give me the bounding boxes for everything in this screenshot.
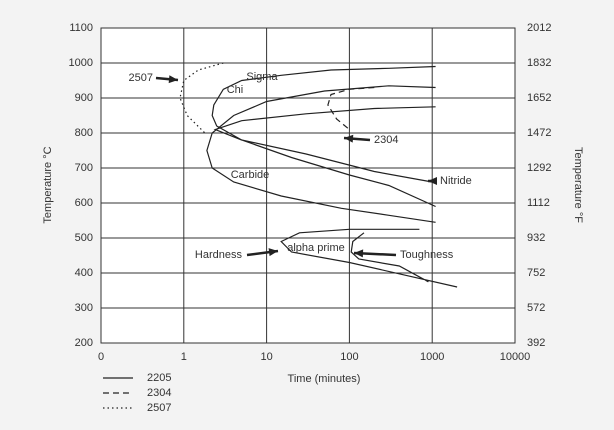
y-tick-label: 500	[75, 232, 93, 244]
curve	[206, 65, 458, 288]
y2-tick-label: 1112	[527, 197, 550, 209]
curve	[327, 86, 375, 130]
y-tick-label: 400	[75, 267, 93, 279]
y2-tick-label: 1292	[527, 162, 551, 174]
x-tick-label: 0	[98, 351, 104, 363]
y-tick-label: 1100	[69, 22, 93, 34]
y2-tick-label: 1652	[527, 92, 551, 104]
annotation: Hardness	[195, 249, 243, 261]
legend-label: 2205	[147, 372, 171, 384]
arrow-head	[428, 177, 437, 185]
arrow-head	[168, 75, 178, 84]
annotation: Chi	[227, 84, 244, 96]
y2-tick-label: 1832	[527, 57, 551, 69]
y-axis-label: Temperature °C	[42, 146, 54, 223]
annotation: Carbide	[231, 169, 270, 181]
arrow-head	[344, 134, 354, 143]
y2-tick-label: 572	[527, 302, 545, 314]
legend-label: 2507	[147, 402, 171, 414]
y-tick-label: 900	[75, 92, 93, 104]
y-tick-label: 600	[75, 197, 93, 209]
y2-axis-label: Temperature °F	[572, 147, 584, 223]
annotation: 2507	[129, 72, 153, 84]
y-tick-label: 800	[75, 127, 93, 139]
y-tick-label: 700	[75, 162, 93, 174]
y-tick-label: 300	[75, 302, 93, 314]
x-tick-label: 1000	[420, 351, 444, 363]
x-tick-label: 1	[181, 351, 187, 363]
annotation: Sigma	[246, 71, 278, 83]
y2-tick-label: 752	[527, 267, 545, 279]
annotation: 2304	[374, 134, 398, 146]
y2-tick-label: 932	[527, 232, 545, 244]
annotation: Toughness	[400, 249, 454, 261]
x-axis-label: Time (minutes)	[288, 373, 361, 385]
y2-tick-label: 1472	[527, 127, 551, 139]
arrow-head	[268, 248, 278, 257]
x-tick-label: 10	[260, 351, 272, 363]
plot-border	[100, 27, 516, 344]
y-tick-label: 1000	[69, 57, 93, 69]
y-tick-label: 200	[75, 337, 93, 349]
y2-tick-label: 2012	[527, 22, 551, 34]
arrow-head	[354, 249, 364, 258]
x-tick-label: 100	[340, 351, 358, 363]
y2-tick-label: 392	[527, 337, 545, 349]
annotation: Nitride	[440, 175, 472, 187]
legend-label: 2304	[147, 387, 171, 399]
annotation: alpha prime	[287, 242, 344, 254]
x-tick-label: 10000	[500, 351, 531, 363]
